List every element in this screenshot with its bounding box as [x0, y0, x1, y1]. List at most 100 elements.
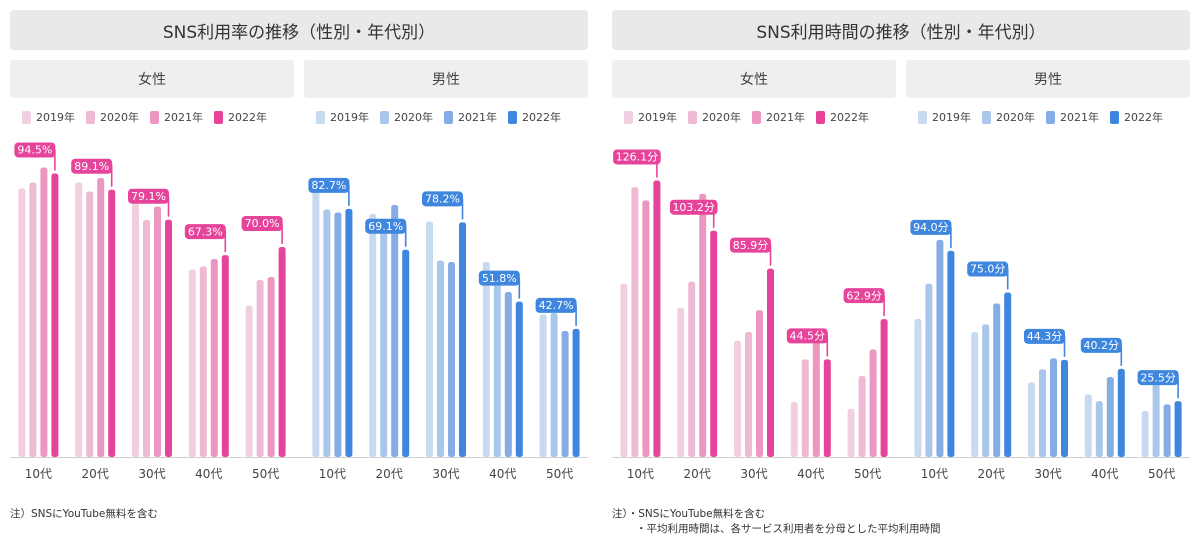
value-label: 94.5% — [17, 144, 52, 157]
bar-2021-20s — [97, 178, 105, 457]
category-label: 10代 — [627, 467, 654, 481]
value-label: 75.0分 — [970, 263, 1006, 276]
bar-2019-30s — [734, 340, 741, 457]
value-label-box — [1024, 328, 1065, 344]
value-label: 78.2% — [425, 193, 460, 206]
legend-label: 2020年 — [394, 111, 433, 124]
value-label-box — [478, 270, 520, 286]
bar-2022-10s — [345, 208, 353, 457]
bar-2022-50s — [1174, 401, 1182, 457]
value-label-box — [669, 199, 718, 215]
legend-label: 2022年 — [228, 111, 267, 124]
legend-item: 2020年 — [86, 109, 139, 125]
legend-label: 2022年 — [1124, 111, 1163, 124]
bar-2022-10s — [947, 250, 955, 457]
legend-swatch — [316, 110, 325, 124]
legend-swatch — [214, 110, 223, 124]
bar-2020-20s — [380, 223, 388, 457]
bar-2019-40s — [790, 402, 798, 457]
bar-2019-10s — [914, 318, 922, 457]
bar-2021-30s — [756, 310, 763, 457]
legend-item: 2019年 — [918, 109, 971, 125]
legend-item: 2019年 — [624, 109, 677, 125]
time-female-header: 女性 — [612, 60, 896, 98]
value-label: 69.1% — [368, 220, 403, 233]
bar-2022-50s — [880, 319, 888, 457]
legend-swatch — [752, 110, 761, 124]
bar-2020-30s — [745, 332, 752, 457]
category-label: 50代 — [252, 467, 279, 481]
bar-2019-50s — [847, 408, 855, 457]
bar-2019-50s — [245, 305, 253, 457]
bar-2022-20s — [108, 189, 116, 457]
category-label: 20代 — [978, 467, 1005, 481]
legend-swatch — [22, 110, 31, 124]
bar-2022-40s — [515, 301, 523, 457]
bar-2021-20s — [993, 303, 1001, 457]
legend-swatch — [688, 110, 697, 124]
bar-2020-20s — [688, 281, 696, 457]
legend-swatch — [444, 110, 453, 124]
bar-2019-40s — [482, 262, 490, 457]
category-label: 40代 — [1091, 467, 1118, 481]
value-label-box — [14, 142, 56, 158]
rate-male-header: 男性 — [304, 60, 588, 98]
bar-2022-10s — [51, 173, 59, 457]
bar-2021-40s — [1106, 376, 1114, 457]
legend-swatch — [86, 110, 95, 124]
value-label: 103.2分 — [672, 201, 715, 214]
value-label-box — [184, 224, 226, 240]
bar-2019-10s — [18, 188, 26, 457]
value-label-box — [1080, 337, 1122, 353]
bar-2021-10s — [40, 167, 48, 457]
note-right-1: 注）・SNSにYouTube無料を含む — [612, 508, 766, 520]
bar-2020-10s — [323, 209, 331, 457]
category-label: 50代 — [854, 467, 881, 481]
value-label-box — [613, 149, 661, 165]
bar-2022-30s — [1061, 359, 1068, 457]
legend-item: 2020年 — [982, 109, 1035, 125]
legend-label: 2020年 — [702, 111, 741, 124]
legend-swatch — [816, 110, 825, 124]
bar-2021-50s — [561, 331, 569, 457]
bar-2022-40s — [1117, 368, 1125, 457]
bar-2020-30s — [437, 260, 444, 457]
bar-2019-30s — [1028, 382, 1035, 457]
category-label: 10代 — [921, 467, 948, 481]
value-label: 89.1% — [74, 160, 109, 173]
bar-2019-20s — [75, 182, 83, 457]
bar-2022-40s — [823, 359, 831, 457]
bar-2022-20s — [710, 230, 718, 457]
legend-label: 2020年 — [996, 111, 1035, 124]
legend-item: 2020年 — [688, 109, 741, 125]
legend-item: 2021年 — [444, 109, 497, 125]
category-label: 50代 — [1148, 467, 1175, 481]
bar-2021-10s — [334, 212, 342, 457]
bar-2021-50s — [1163, 404, 1171, 457]
legend-time-female: 2019年 2020年 2021年 2022年 — [624, 108, 880, 126]
rate-female-header: 女性 — [10, 60, 294, 98]
category-label: 40代 — [797, 467, 824, 481]
legend-swatch — [1046, 110, 1055, 124]
bar-2021-40s — [210, 259, 218, 457]
bar-2021-30s — [1050, 358, 1057, 457]
value-label-box — [241, 216, 283, 231]
legend-item: 2019年 — [316, 109, 369, 125]
value-label: 94.0分 — [913, 221, 949, 234]
bar-2020-30s — [143, 220, 150, 457]
legend-rate-male: 2019年 2020年 2021年 2022年 — [316, 108, 572, 126]
bar-2022-20s — [402, 249, 410, 457]
legend-item: 2022年 — [816, 109, 869, 125]
bar-2020-50s — [1152, 383, 1160, 457]
category-label: 30代 — [1034, 467, 1061, 481]
value-label-box — [308, 177, 350, 193]
bar-2019-10s — [312, 178, 320, 457]
note-right-2: ・平均利用時間は、各サービス利用者を分母とした平均利用時間 — [636, 523, 941, 535]
legend-label: 2020年 — [100, 111, 139, 124]
legend-label: 2021年 — [164, 111, 203, 124]
bar-2020-10s — [631, 187, 639, 457]
category-label: 50代 — [546, 467, 573, 481]
bar-2020-40s — [493, 284, 501, 457]
legend-swatch — [982, 110, 991, 124]
bar-2020-50s — [256, 280, 264, 457]
